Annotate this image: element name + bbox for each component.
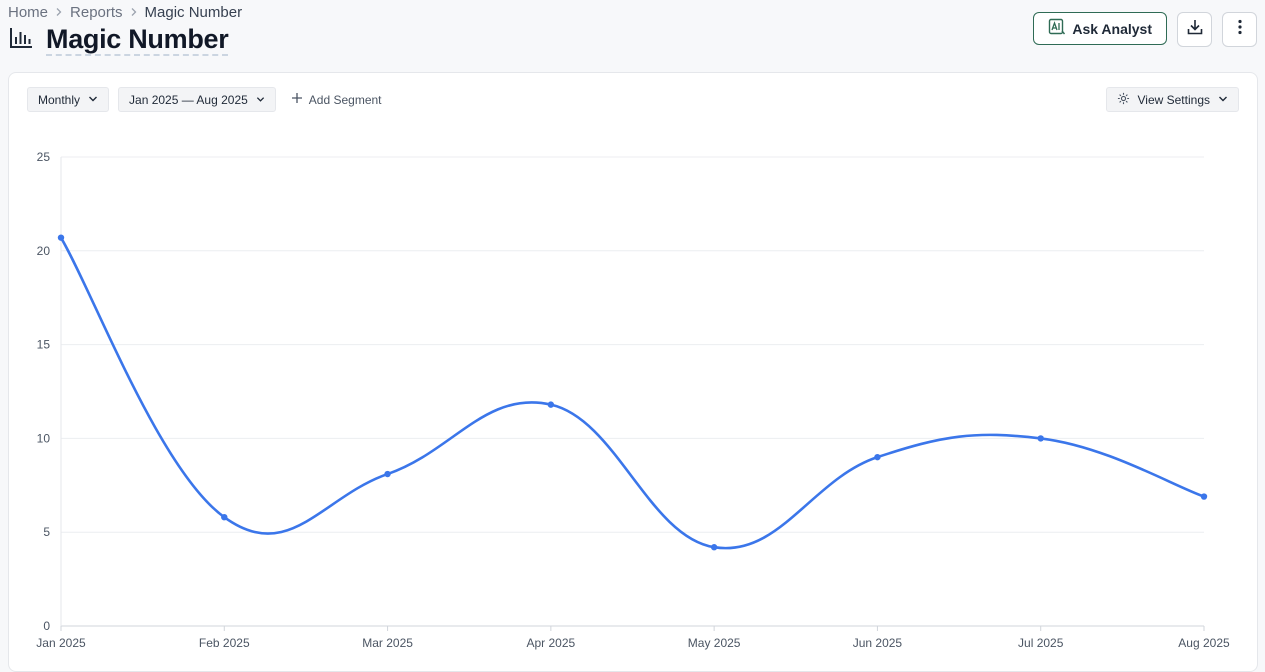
add-segment-label: Add Segment	[308, 92, 382, 107]
page-title: Magic Number	[46, 24, 229, 56]
chart-toolbar: Monthly Jan 2025 — Aug 2025 Add Segment	[27, 87, 382, 112]
view-settings-label: View Settings	[1137, 92, 1211, 107]
gear-icon	[1117, 92, 1130, 108]
chevron-down-icon	[256, 93, 265, 107]
chevron-right-icon	[54, 7, 64, 17]
date-range-label: Jan 2025 — Aug 2025	[129, 92, 248, 107]
chart-card: Monthly Jan 2025 — Aug 2025 Add Segment	[8, 72, 1258, 672]
granularity-label: Monthly	[38, 92, 81, 107]
chevron-down-icon	[88, 93, 98, 107]
chevron-down-icon	[1218, 93, 1228, 107]
view-settings-area: View Settings	[1105, 87, 1239, 112]
breadcrumb-current: Magic Number	[144, 3, 243, 21]
date-range-dropdown[interactable]: Jan 2025 — Aug 2025	[118, 87, 276, 112]
ask-analyst-button[interactable]: Ask Analyst	[1033, 12, 1167, 45]
download-icon	[1186, 18, 1204, 41]
chevron-right-icon	[129, 7, 139, 17]
ai-icon	[1048, 18, 1066, 39]
granularity-dropdown[interactable]: Monthly	[27, 87, 110, 112]
plus-icon	[291, 92, 303, 107]
view-settings-button[interactable]: View Settings	[1105, 87, 1239, 112]
breadcrumb-home[interactable]: Home	[8, 3, 49, 21]
top-actions: Ask Analyst	[1033, 12, 1257, 47]
more-vertical-icon	[1231, 18, 1249, 41]
more-options-button[interactable]	[1222, 12, 1257, 47]
ask-analyst-label: Ask Analyst	[1072, 20, 1152, 37]
download-button[interactable]	[1177, 12, 1212, 47]
add-segment-button[interactable]: Add Segment	[291, 92, 382, 107]
breadcrumb: Home Reports Magic Number	[8, 2, 242, 22]
breadcrumb-reports[interactable]: Reports	[70, 3, 123, 21]
bar-chart-icon	[8, 25, 34, 56]
title-row: Magic Number	[8, 24, 229, 56]
